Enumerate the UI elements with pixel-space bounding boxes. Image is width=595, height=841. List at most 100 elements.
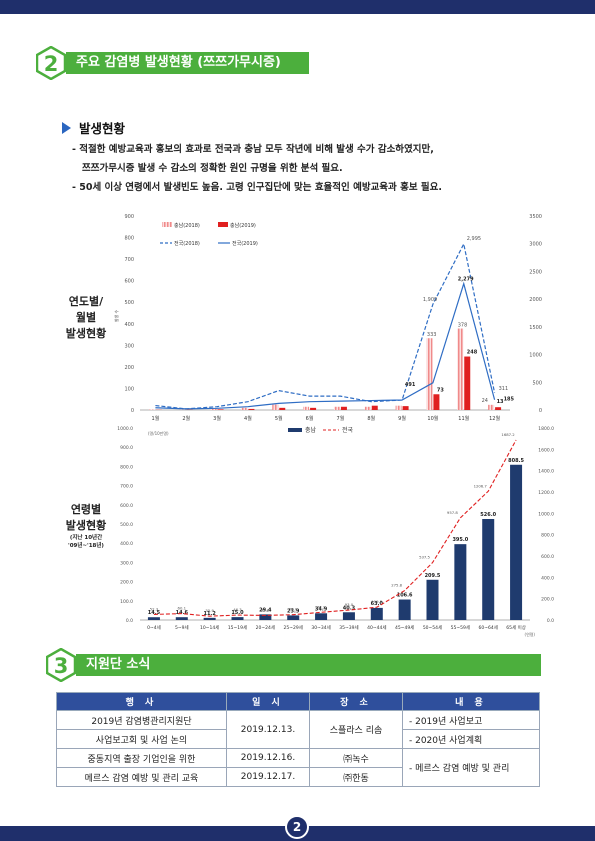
x-tick-label: 55~59세: [451, 624, 470, 631]
y-right-tick-label: 1400.0: [538, 469, 554, 475]
x-tick-label: 10월: [427, 415, 438, 422]
bar-chungnam-2018: [488, 404, 495, 410]
date-cell: 2019.12.16.: [226, 748, 310, 768]
content-cell: - 2020년 사업계획: [402, 729, 540, 749]
x-tick-label: 10~14세: [200, 624, 219, 631]
bar-label: 15.0: [231, 610, 244, 616]
event-cell: 중동지역 출장 기업인을 위한: [56, 748, 227, 768]
y-right-tick-label: 500: [532, 380, 542, 386]
x-tick-label: 3월: [213, 415, 221, 422]
monthly-chart: 0 100 200 300 400 500 600 700 800 900 0 500 1000 1500…: [113, 214, 542, 422]
bar-chungnam-2019: [402, 406, 409, 410]
age-chart: 0.0 100.0 200.0 300.0 400.0 500.0 600.0 700.0 80…: [117, 426, 554, 637]
y-right-tick-label: 0.0: [547, 618, 554, 624]
bar-label: 526.0: [480, 512, 496, 518]
subheading: 발생현황: [62, 118, 125, 137]
y-left-tick-label: 900.0: [120, 445, 133, 451]
line-national-2019: [155, 281, 496, 410]
x-tick-label: 5월: [275, 415, 283, 422]
section-title: 주요 감염병 발생현황 (쯔쯔가무시증): [66, 52, 309, 74]
y-left-tick-label: 600.0: [120, 503, 133, 509]
bar-chungnam: [426, 579, 439, 620]
legend-label: 전국(2019): [232, 240, 258, 247]
line-label: 1687.2: [501, 432, 515, 437]
bar-chungnam-2018: [395, 405, 402, 410]
event-cell: 사업보고회 및 사업 논의: [56, 729, 227, 749]
unit-note: (연령): [525, 631, 536, 637]
bar-chungnam: [259, 614, 272, 620]
data-label: 24: [482, 398, 488, 404]
y-right-tick-label: 1600.0: [538, 447, 554, 453]
data-label: 378: [458, 323, 468, 329]
label-line: 연도별/: [68, 295, 104, 308]
line-label: 1206.7: [474, 483, 488, 488]
place-cell: ㈜녹수: [309, 748, 403, 768]
bar-chungnam: [482, 519, 495, 620]
section-number-badge: 3: [46, 648, 76, 682]
bar-chungnam: [287, 615, 300, 620]
y-right-tick-label: 2500: [529, 269, 542, 275]
x-tick-label: 30~34세: [311, 624, 330, 631]
y-left-tick-label: 300.0: [120, 560, 133, 566]
y-left-tick-label: 500.0: [120, 522, 133, 528]
event-cell: 메르스 감염 예방 및 관리 교육: [56, 767, 227, 787]
legend-swatch: [162, 222, 172, 227]
line-label: 275.8: [391, 583, 402, 588]
y-right-tick-label: 1800.0: [538, 426, 554, 432]
legend-swatch: [288, 428, 302, 432]
line-label: 957.8: [447, 510, 458, 515]
bar-chungnam-2018: [241, 407, 248, 410]
y-left-tick-label: 100.0: [120, 599, 133, 605]
label-sub: '09년~'18년): [68, 543, 104, 549]
bar-label: 11.2: [203, 611, 216, 617]
y-left-tick-label: 200: [124, 365, 134, 371]
line-label: 35.9: [205, 608, 214, 613]
x-tick-label: 0~4세: [147, 624, 161, 631]
line-label: 60.1: [178, 606, 187, 611]
bar-chungnam-2018: [426, 338, 433, 410]
bar-chungnam-2019: [310, 407, 317, 410]
y-left-tick-label: 800: [124, 236, 134, 242]
y-axis-label: 발생 수: [113, 310, 119, 323]
legend-swatch: [218, 222, 228, 227]
y-right-tick-label: 1000.0: [538, 511, 554, 517]
x-tick-label: 11월: [458, 415, 469, 422]
y-right-tick-label: 1000: [529, 353, 542, 359]
column-header: 일 시: [226, 692, 310, 711]
legend-label: 충남: [305, 426, 317, 434]
table-row: 중동지역 출장 기업인을 위한 2019.12.16. ㈜녹수 - 메르스 감염…: [56, 748, 540, 787]
x-tick-label: 65세 이상: [506, 624, 526, 631]
data-label: 1,909: [423, 297, 437, 303]
label-line: 발생현황: [65, 327, 107, 340]
y-left-tick-label: 200.0: [120, 580, 133, 586]
line-label: 72.2: [317, 604, 326, 609]
legend-label: 전국(2018): [174, 240, 200, 247]
line-label: 42.8: [261, 607, 270, 612]
bar-chungnam: [175, 617, 188, 620]
y-right-tick-label: 800.0: [541, 533, 554, 539]
bar-chungnam-2018: [303, 406, 310, 410]
bar-chungnam: [203, 617, 216, 620]
chart2-label: 연령별 발생현황 (지난 10년간 '09년~'18년): [54, 502, 118, 550]
bar-chungnam: [454, 544, 467, 620]
y-right-tick-label: 200.0: [541, 597, 554, 603]
bar-chungnam-2019: [248, 408, 255, 410]
line-label: 537.5: [419, 555, 430, 560]
y-right-tick-label: 1200.0: [538, 490, 554, 496]
y-left-tick-label: 400: [124, 322, 134, 328]
date-cell: 2019.12.13.: [226, 710, 310, 749]
bar-label: 63.0: [371, 601, 384, 607]
y-left-tick-label: 700.0: [120, 484, 133, 490]
y-left-tick-label: 1000.0: [117, 426, 133, 432]
y-right-tick-label: 400.0: [541, 575, 554, 581]
triangle-bullet-icon: [62, 122, 71, 134]
line-label: 46.3: [233, 607, 242, 612]
bar-chungnam: [398, 599, 411, 620]
bar-chungnam: [147, 617, 160, 620]
bar-chungnam: [510, 464, 523, 620]
event-cell: 2019년 감염병관리지원단: [56, 710, 227, 730]
bullet-line: - 50세 이상 연령에서 발생빈도 높음. 고령 인구집단에 맞는 효율적인 …: [72, 182, 442, 193]
date-cell: 2019.12.17.: [226, 767, 310, 787]
bar-chungnam-2018: [457, 328, 464, 410]
data-label: 248: [467, 350, 478, 356]
